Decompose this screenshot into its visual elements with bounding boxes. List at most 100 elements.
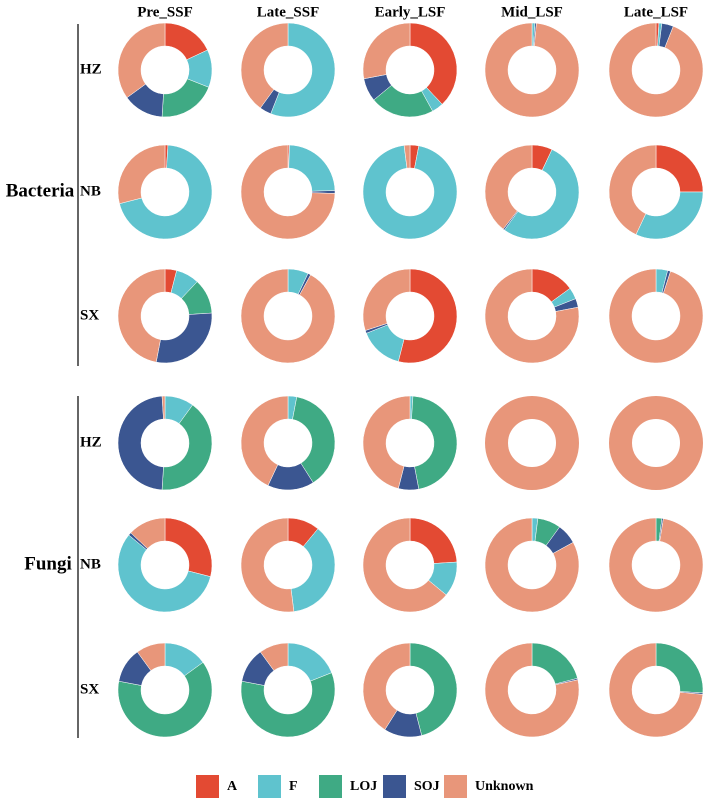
slice-loj <box>292 396 336 484</box>
donut-fungi-hz-late-lsf <box>609 396 703 490</box>
slice-unknown <box>362 395 411 489</box>
slice-unknown <box>484 642 580 738</box>
legend-item-f: F <box>258 775 298 798</box>
row-label-nb: NB <box>80 183 101 199</box>
slice-unknown <box>484 144 533 230</box>
slice-unknown <box>161 395 166 420</box>
donut-grid <box>117 22 704 738</box>
row-label-sx: SX <box>80 681 99 697</box>
donut-bacteria-hz-early-lsf <box>362 22 458 118</box>
legend-item-unknown: Unknown <box>444 775 534 798</box>
slice-unknown <box>240 144 336 240</box>
slice-a <box>164 517 213 577</box>
donut-fungi-sx-pre-ssf <box>117 642 213 738</box>
slice-f <box>635 191 704 240</box>
donut-bacteria-nb-pre-ssf <box>117 144 213 240</box>
slice-unknown <box>608 144 657 235</box>
legend-item-a: A <box>196 775 238 798</box>
donut-fungi-nb-pre-ssf <box>117 517 213 613</box>
donut-bacteria-nb-late-ssf <box>240 144 336 240</box>
slice-unknown <box>117 268 166 363</box>
column-label-early-lsf: Early_LSF <box>375 4 446 20</box>
slice-unknown <box>240 395 289 486</box>
slice-loj <box>531 642 578 685</box>
donut-bacteria-nb-late-lsf <box>608 144 704 240</box>
slice-f <box>117 534 211 613</box>
slice-loj <box>240 672 336 738</box>
donut-bacteria-hz-late-lsf <box>608 22 704 118</box>
legend-swatch-unknown <box>444 775 467 798</box>
slice-unknown <box>608 517 704 613</box>
donut-fungi-nb-late-lsf <box>608 517 704 613</box>
column-label-late-ssf: Late_SSF <box>257 4 320 20</box>
slice-unknown <box>240 268 336 364</box>
slice-loj <box>411 395 458 490</box>
legend-swatch-loj <box>319 775 342 798</box>
slice-unknown <box>117 22 166 98</box>
group-label-fungi: Fungi <box>24 553 72 574</box>
slice-unknown <box>403 144 411 169</box>
slice-a <box>655 144 704 193</box>
donut-fungi-hz-pre-ssf <box>117 395 213 491</box>
slice-unknown <box>608 22 704 118</box>
slice-unknown <box>362 22 411 80</box>
legend-item-soj: SOJ <box>383 775 440 798</box>
group-label-bacteria: Bacteria <box>6 180 75 201</box>
slice-unknown <box>240 22 289 109</box>
donut-bacteria-sx-late-ssf <box>240 268 336 364</box>
donut-fungi-sx-early-lsf <box>362 642 458 738</box>
donut-bacteria-nb-mid-lsf <box>484 144 580 240</box>
slice-unknown <box>484 268 580 364</box>
legend-item-loj: LOJ <box>319 775 377 798</box>
donut-fungi-sx-late-ssf <box>240 642 336 738</box>
slice-f <box>288 144 336 192</box>
donut-bacteria-sx-early-lsf <box>362 268 458 364</box>
legend-label-loj: LOJ <box>350 779 377 794</box>
donut-bacteria-sx-pre-ssf <box>117 268 213 364</box>
slice-a <box>409 517 458 564</box>
donut-fungi-hz-late-ssf <box>240 395 336 491</box>
donut-bacteria-nb-early-lsf <box>362 144 458 240</box>
slice-a <box>398 268 458 364</box>
slice-unknown <box>137 642 166 671</box>
slice-a <box>409 22 458 105</box>
slice-unknown <box>608 268 704 364</box>
slice-unknown <box>484 22 580 118</box>
row-label-sx: SX <box>80 307 99 323</box>
legend-label-f: F <box>289 779 298 794</box>
donut-fungi-nb-mid-lsf <box>484 517 580 613</box>
slice-unknown <box>484 517 580 613</box>
column-labels: Pre_SSF Late_SSF Early_LSF Mid_LSF Late_LSF <box>137 4 688 20</box>
row-label-hz: HZ <box>80 61 102 77</box>
slice-unknown <box>608 642 704 738</box>
slice-f <box>290 528 336 612</box>
donut-bacteria-hz-pre-ssf <box>117 22 213 118</box>
donut-fungi-hz-mid-lsf <box>485 396 579 490</box>
donut-fungi-nb-early-lsf <box>362 517 458 613</box>
slice-unknown <box>362 642 411 731</box>
legend-label-unknown: Unknown <box>475 779 534 794</box>
legend-label-soj: SOJ <box>414 779 440 794</box>
legend: A F LOJ SOJ Unknown <box>196 775 534 798</box>
column-label-late-lsf: Late_LSF <box>624 4 688 20</box>
legend-swatch-f <box>258 775 281 798</box>
donut-fungi-sx-late-lsf <box>608 642 704 738</box>
legend-label-a: A <box>227 779 238 794</box>
donut-fungi-hz-early-lsf <box>362 395 458 491</box>
slice-f <box>362 145 458 240</box>
slice-unknown <box>260 642 289 671</box>
slice-unknown <box>130 517 166 549</box>
slice-f <box>504 149 580 240</box>
column-label-mid-lsf: Mid_LSF <box>501 4 563 20</box>
slice-loj <box>409 642 458 736</box>
slice-loj <box>655 642 704 694</box>
donut-fungi-nb-late-ssf <box>240 517 336 613</box>
slice-f <box>270 22 336 118</box>
slice-f <box>119 144 213 240</box>
column-label-pre-ssf: Pre_SSF <box>137 4 193 20</box>
donut-bacteria-hz-late-ssf <box>240 22 336 118</box>
slice-loj <box>161 78 210 118</box>
row-label-hz: HZ <box>80 434 102 450</box>
donut-bacteria-hz-mid-lsf <box>484 22 580 118</box>
